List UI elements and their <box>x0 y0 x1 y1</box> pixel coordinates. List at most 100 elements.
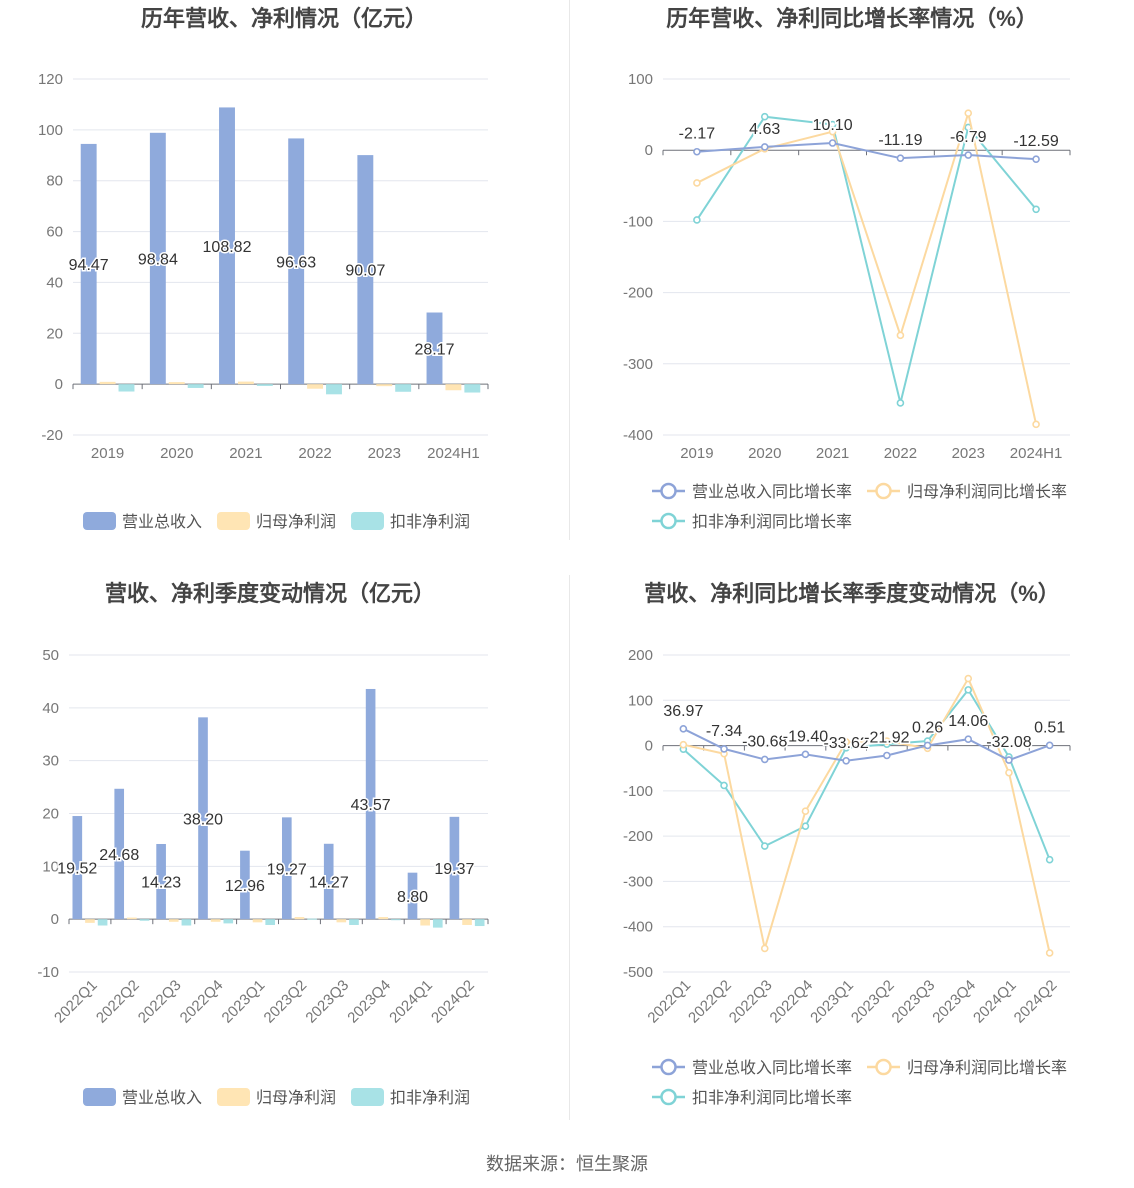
bar <box>198 717 208 920</box>
data-point <box>693 216 701 224</box>
bar <box>395 384 412 392</box>
data-point <box>828 139 837 147</box>
y-tick-label: -200 <box>623 285 653 302</box>
data-point <box>1032 205 1040 214</box>
data-point <box>1045 855 1054 864</box>
bar <box>85 919 95 923</box>
line-data-label: -33.62 <box>823 735 868 752</box>
y-tick-label: -100 <box>623 213 653 230</box>
legend-swatch-marker <box>660 482 677 500</box>
data-point <box>1032 420 1040 429</box>
bar <box>307 918 317 920</box>
bar <box>265 919 276 925</box>
line-data-label: -12.59 <box>1013 133 1058 150</box>
bar <box>462 919 472 925</box>
line-data-label: 36.97 <box>663 703 703 720</box>
y-tick-label: 40 <box>42 700 59 717</box>
data-point <box>693 179 701 187</box>
data-point <box>1032 155 1040 163</box>
line-data-label: 4.63 <box>749 121 780 138</box>
chart-title: 历年营收、净利同比增长率情况（%） <box>666 6 1038 31</box>
x-tick-label: 2022Q4 <box>177 977 227 1027</box>
x-tick-label: 2024Q2 <box>428 977 478 1027</box>
bar <box>80 143 97 385</box>
bar <box>168 382 185 385</box>
legend-label: 营业总收入同比增长率 <box>692 483 852 501</box>
data-point <box>964 151 973 159</box>
y-tick-label: -400 <box>623 427 653 444</box>
legend-swatch <box>351 1088 384 1106</box>
bar <box>281 817 292 920</box>
bar <box>407 872 418 920</box>
legend-label: 归母净利润 <box>256 1089 336 1107</box>
line-data-label: 0.51 <box>1034 719 1065 736</box>
vertical-divider <box>569 0 570 540</box>
line-data-label: -7.34 <box>706 723 743 740</box>
bar <box>365 688 376 920</box>
x-tick-label: 2024H1 <box>427 445 480 462</box>
x-tick-label: 2023 <box>952 445 985 462</box>
bar-data-label: 28.17 <box>414 341 454 358</box>
bar <box>307 384 324 389</box>
bar <box>326 384 342 395</box>
legend-label: 扣非净利润同比增长率 <box>692 1089 852 1107</box>
x-tick-label: 2022Q3 <box>726 977 776 1027</box>
bar <box>349 919 359 925</box>
legend-swatch <box>83 512 116 530</box>
legend-label: 扣非净利润 <box>390 1089 470 1107</box>
bar-data-label: 108.82 <box>203 239 252 256</box>
legend-swatch-marker <box>660 1088 677 1106</box>
bar <box>420 919 430 926</box>
bar-data-label: 24.68 <box>99 847 139 864</box>
x-tick-label: 2022Q2 <box>93 977 143 1027</box>
data-source-note: 数据来源：恒生聚源 <box>486 1154 648 1174</box>
y-tick-label: 10 <box>42 858 59 875</box>
y-tick-label: -200 <box>623 828 653 845</box>
data-point <box>828 127 837 136</box>
bar <box>114 788 125 920</box>
data-point <box>760 112 769 121</box>
y-tick-label: 60 <box>46 224 63 241</box>
data-point <box>679 740 688 749</box>
y-tick-label: 80 <box>46 173 63 190</box>
y-tick-label: -20 <box>41 427 63 444</box>
chart-panel-1: 历年营收、净利情况（亿元） -20 0 20 40 60 80 100 120 2019 2020 2… <box>38 6 489 531</box>
data-point <box>923 741 932 750</box>
y-tick-label: 40 <box>46 274 63 291</box>
data-point <box>896 154 905 162</box>
legend-swatch-marker <box>875 482 892 500</box>
data-point <box>896 399 905 407</box>
legend-swatch <box>217 1088 250 1106</box>
y-tick-label: -300 <box>623 873 653 890</box>
y-tick-label: 100 <box>628 71 653 88</box>
series-line <box>696 115 1037 404</box>
chart-panel-2: 历年营收、净利同比增长率情况（%） -400 -300 -200 -100 0 100 201… <box>623 6 1071 531</box>
y-tick-label: -400 <box>623 919 653 936</box>
legend-label: 营业总收入同比增长率 <box>692 1059 852 1077</box>
data-point <box>1045 741 1054 750</box>
data-point <box>842 756 850 765</box>
data-point <box>693 147 701 156</box>
y-tick-label: 0 <box>55 376 63 393</box>
x-tick-label: 2020 <box>748 445 781 462</box>
x-tick-label: 2023Q3 <box>889 977 939 1027</box>
x-tick-label: 2019 <box>91 445 124 462</box>
line-data-label: 10.10 <box>813 117 853 134</box>
bar <box>72 816 83 920</box>
bar <box>139 919 150 921</box>
bar <box>168 919 179 922</box>
line-data-label: -11.19 <box>878 132 922 149</box>
x-tick-label: 2023Q1 <box>219 977 269 1027</box>
data-point <box>720 781 728 790</box>
bar <box>210 919 221 922</box>
x-tick-label: 2023 <box>368 445 401 462</box>
data-point <box>964 686 973 694</box>
legend-swatch-marker <box>875 1058 892 1076</box>
bar-data-label: 8.80 <box>397 889 428 906</box>
chart-title: 历年营收、净利情况（亿元） <box>141 6 427 31</box>
series-line <box>696 109 1038 425</box>
bar <box>426 312 443 385</box>
legend-swatch <box>217 512 250 530</box>
bar-data-label: 96.63 <box>276 254 316 271</box>
bar <box>432 919 443 928</box>
